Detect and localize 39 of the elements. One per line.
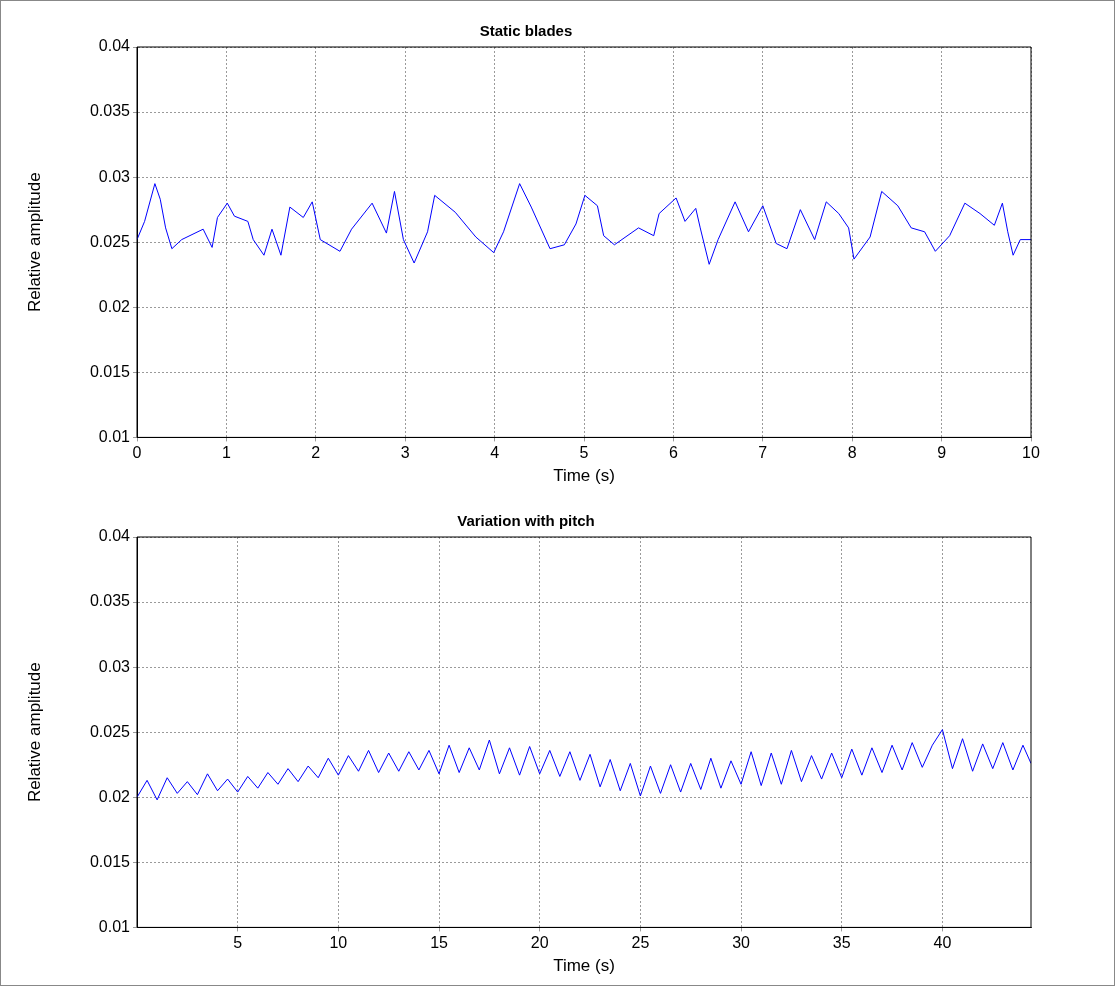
x-tick-label: 5 — [579, 444, 589, 462]
x-tick-label: 5 — [233, 934, 243, 952]
chart-title: Static blades — [479, 22, 573, 40]
y-tick-label: 0.015 — [89, 362, 131, 380]
x-tick-label: 7 — [758, 444, 768, 462]
y-tick-label: 0.025 — [89, 722, 131, 740]
y-tick-label: 0.035 — [89, 592, 131, 610]
y-tick-label: 0.04 — [98, 37, 131, 55]
y-tick-label: 0.02 — [98, 297, 131, 315]
y-tick-label: 0.035 — [89, 102, 131, 120]
y-tick-label: 0.025 — [89, 232, 131, 250]
x-tick-label: 6 — [668, 444, 678, 462]
y-tick-label: 0.01 — [98, 917, 131, 935]
x-axis-title: Time (s) — [553, 956, 615, 976]
x-tick-label: 15 — [430, 934, 449, 952]
x-tick-label: 8 — [847, 444, 857, 462]
x-tick-label: 40 — [933, 934, 952, 952]
x-tick-label: 30 — [732, 934, 751, 952]
x-tick-label: 20 — [530, 934, 549, 952]
y-axis-title: Relative amplitude — [24, 662, 44, 803]
chart-title: Variation with pitch — [457, 512, 595, 530]
x-tick-label: 1 — [221, 444, 231, 462]
x-tick-label: 9 — [937, 444, 947, 462]
y-tick-label: 0.015 — [89, 852, 131, 870]
x-tick-label: 25 — [631, 934, 650, 952]
x-tick-label: 4 — [490, 444, 500, 462]
y-tick-label: 0.03 — [98, 657, 131, 675]
x-tick-label: 35 — [832, 934, 851, 952]
y-tick-label: 0.01 — [98, 427, 131, 445]
x-tick-label: 2 — [311, 444, 321, 462]
y-tick-label: 0.04 — [98, 527, 131, 545]
x-tick-label: 3 — [400, 444, 410, 462]
x-tick-label: 0 — [132, 444, 142, 462]
x-tick-label: 10 — [1022, 444, 1040, 462]
x-tick-label: 10 — [329, 934, 348, 952]
y-axis-title: Relative amplitude — [24, 172, 44, 313]
x-axis-title: Time (s) — [553, 466, 615, 486]
y-tick-label: 0.02 — [98, 787, 131, 805]
y-tick-label: 0.03 — [98, 167, 131, 185]
